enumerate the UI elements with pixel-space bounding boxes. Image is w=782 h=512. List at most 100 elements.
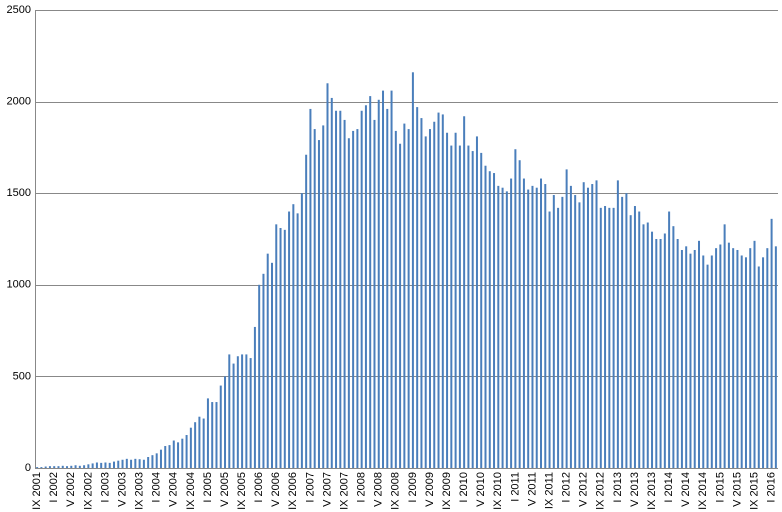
bar — [300, 193, 303, 468]
x-tick-label: IX 2014 — [697, 472, 709, 510]
bar — [262, 273, 265, 468]
bar — [646, 222, 649, 468]
bar — [736, 249, 739, 468]
x-tick-label: I 2007 — [304, 472, 316, 503]
bar — [608, 207, 611, 468]
bar — [172, 440, 175, 468]
bar — [245, 354, 248, 468]
x-tick-label: I 2008 — [356, 472, 368, 503]
bar — [604, 206, 607, 469]
bar — [330, 97, 333, 468]
x-tick-label: V 2005 — [219, 472, 231, 507]
bar — [241, 354, 244, 468]
bar — [732, 248, 735, 468]
bar — [531, 185, 534, 468]
bar — [335, 110, 338, 468]
bar — [497, 185, 500, 468]
bar — [685, 246, 688, 468]
y-tick-label: 500 — [13, 370, 31, 382]
bar — [347, 138, 350, 469]
bar — [518, 160, 521, 468]
bar — [228, 354, 231, 468]
bar — [723, 224, 726, 468]
x-tick-label: V 2008 — [373, 472, 385, 507]
x-tick-label: I 2005 — [202, 472, 214, 503]
bar — [343, 119, 346, 469]
bar — [211, 402, 214, 468]
bar — [356, 129, 359, 468]
bar — [117, 460, 120, 468]
bar — [561, 196, 564, 468]
bar — [202, 418, 205, 468]
bar — [283, 229, 286, 468]
bar — [121, 459, 124, 468]
bar — [663, 233, 666, 468]
x-tick-label: IX 2003 — [134, 472, 146, 510]
bar — [219, 385, 222, 468]
bar — [40, 467, 43, 468]
bar — [185, 435, 188, 468]
bar — [633, 206, 636, 469]
bar — [625, 193, 628, 468]
bar — [471, 151, 474, 468]
bar — [78, 465, 81, 468]
bar — [407, 129, 410, 468]
x-tick-label: IX 2005 — [236, 472, 248, 510]
bar — [774, 246, 777, 468]
bar — [416, 107, 419, 468]
bar — [753, 240, 756, 468]
bar — [535, 187, 538, 469]
bar — [70, 465, 73, 468]
bar — [544, 184, 547, 469]
bar — [672, 226, 675, 468]
x-tick-label: IX 2009 — [441, 472, 453, 510]
x-tick-label: I 2013 — [612, 472, 624, 503]
x-tick-label: IX 2013 — [646, 472, 658, 510]
bar — [428, 129, 431, 468]
bar — [36, 467, 39, 468]
bar — [757, 266, 760, 468]
bar — [275, 224, 278, 468]
x-tick-label: V 2014 — [680, 472, 692, 507]
bar — [177, 442, 180, 468]
bar — [74, 465, 77, 468]
bar — [224, 376, 227, 468]
bar — [95, 462, 98, 468]
bar — [364, 105, 367, 468]
bar — [130, 459, 133, 468]
bar — [147, 457, 150, 468]
y-tick-label: 0 — [25, 462, 31, 474]
x-tick-label: V 2011 — [526, 472, 538, 506]
bar — [454, 132, 457, 468]
bar — [249, 358, 252, 468]
bar — [189, 427, 192, 468]
y-tick-label: 2000 — [7, 96, 31, 108]
x-tick-label: IX 2001 — [31, 472, 43, 510]
bar — [586, 187, 589, 469]
bar — [514, 149, 517, 468]
bar — [437, 112, 440, 468]
bar — [680, 249, 683, 468]
bar — [317, 140, 320, 468]
bar — [638, 211, 641, 468]
x-tick-label: I 2014 — [663, 472, 675, 503]
bar — [53, 466, 56, 468]
bar — [194, 422, 197, 468]
bar — [668, 211, 671, 468]
bar — [411, 72, 414, 469]
bar — [296, 213, 299, 468]
bar — [390, 90, 393, 468]
bar — [715, 248, 718, 468]
bar — [475, 136, 478, 468]
bar — [565, 169, 568, 468]
bar — [540, 178, 543, 468]
x-tick-label: V 2007 — [321, 472, 333, 507]
bar — [698, 240, 701, 468]
bar — [501, 187, 504, 469]
x-tick-label: I 2012 — [561, 472, 573, 503]
bar — [142, 459, 145, 468]
y-tick-label: 1000 — [7, 279, 31, 291]
bar — [505, 191, 508, 469]
x-tick-label: V 2012 — [578, 472, 590, 507]
bar — [766, 248, 769, 468]
